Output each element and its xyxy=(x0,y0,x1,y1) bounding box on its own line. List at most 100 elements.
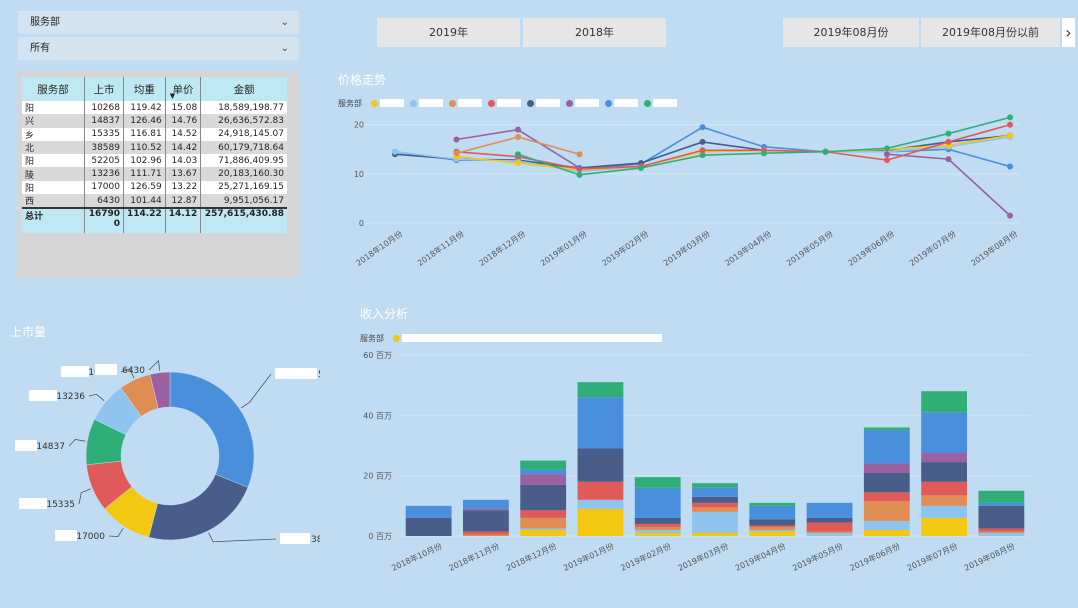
bar-segment xyxy=(692,511,738,533)
slice-label: 52205 xyxy=(318,370,320,380)
table-cell-amount: 9,951,056.17 xyxy=(200,194,287,209)
y-tick-label: 20 百万 xyxy=(363,472,392,481)
bar-segment xyxy=(634,477,681,488)
redacted-legend xyxy=(535,99,560,107)
bar-segment xyxy=(806,531,853,533)
bar-segment xyxy=(921,462,967,482)
table-row[interactable]: 兴 14837 126.46 14.76 26,636,572.83 xyxy=(22,114,287,128)
data-point xyxy=(453,136,460,143)
table-cell-name: 阳 xyxy=(22,154,85,168)
table-row[interactable]: 阳 10268 119.42 15.08 18,589,198.77 xyxy=(22,101,287,115)
data-point xyxy=(515,160,521,167)
next-page-button[interactable]: › xyxy=(1062,18,1075,47)
data-point xyxy=(945,156,952,163)
department-slicer[interactable]: 服务部 ⌄ xyxy=(18,11,299,34)
x-tick-label: 2019年07月份 xyxy=(907,228,957,267)
listed-volume-donut: 522053858917000153351483713236102686430 xyxy=(15,359,320,545)
donut-slice xyxy=(169,371,255,488)
bar-segment xyxy=(577,397,624,449)
data-point xyxy=(453,150,460,157)
legend-label: 服务部 xyxy=(338,99,362,108)
x-tick-label: 2019年03月份 xyxy=(661,228,711,267)
table-cell-unit-price: 14.03 xyxy=(165,154,202,168)
x-tick-label: 2018年11月份 xyxy=(447,541,501,573)
bar-segment xyxy=(634,532,681,536)
redacted-legend xyxy=(379,99,404,107)
slice-label: 17000 xyxy=(76,532,105,542)
series-line xyxy=(456,136,580,155)
table-row[interactable]: 陵 13236 111.71 13.67 20,183,160.30 xyxy=(22,167,287,181)
table-cell-unit-price: 14.76 xyxy=(165,114,202,128)
total-cell-listed: 16790 0 xyxy=(84,207,124,234)
table-row[interactable]: 北 38589 110.52 14.42 60,179,718.64 xyxy=(22,140,287,155)
redacted-label xyxy=(61,366,89,377)
redacted-label xyxy=(275,368,317,379)
redacted-legend xyxy=(613,99,638,107)
bar-segment xyxy=(692,496,738,503)
column-header[interactable]: 均重 xyxy=(123,77,166,101)
table-row[interactable]: 阳 52205 102.96 14.03 71,886,409.95 xyxy=(22,154,287,168)
x-tick-label: 2019年02月份 xyxy=(600,228,650,267)
bar-segment xyxy=(749,519,796,526)
slice-label: 6430 xyxy=(122,366,145,376)
bar-segment xyxy=(577,382,624,398)
data-point xyxy=(515,134,521,141)
slice-label: 14837 xyxy=(36,442,65,452)
data-point xyxy=(884,145,890,152)
bar-segment xyxy=(749,529,796,532)
redacted-legend xyxy=(401,334,662,342)
chevron-down-icon[interactable]: ⌄ xyxy=(280,17,289,28)
table-cell-amount: 60,179,718.64 xyxy=(200,140,287,155)
data-point xyxy=(822,148,829,155)
month-before-button[interactable]: 2019年08月份以前 xyxy=(921,18,1060,47)
month-current-button[interactable]: 2019年08月份 xyxy=(783,18,919,47)
data-point xyxy=(576,151,583,158)
bar-segment xyxy=(520,484,567,511)
x-tick-label: 2019年02月份 xyxy=(619,541,673,573)
table-row[interactable]: 西 6430 101.44 12.87 9,951,056.17 xyxy=(22,194,287,209)
data-point xyxy=(945,138,952,145)
table-cell-avg-weight: 126.46 xyxy=(123,114,166,128)
leader-line xyxy=(88,393,105,402)
y-tick-label: 60 百万 xyxy=(363,351,392,360)
redacted-legend xyxy=(457,99,482,107)
chevron-down-icon[interactable]: ⌄ xyxy=(280,43,289,54)
column-header[interactable]: 服务部 xyxy=(22,77,85,101)
department-filter-dropdown[interactable]: 所有 ⌄ xyxy=(18,37,299,60)
bar-segment xyxy=(634,517,681,524)
data-point xyxy=(884,157,890,164)
bar-segment xyxy=(921,495,967,506)
table-cell-avg-weight: 119.42 xyxy=(123,101,166,115)
x-tick-label: 2019年01月份 xyxy=(538,228,588,267)
table-row[interactable]: 乡 15335 116.81 14.52 24,918,145.07 xyxy=(22,127,287,141)
bar-segment xyxy=(520,529,567,536)
table-cell-listed: 10268 xyxy=(84,101,124,115)
table-cell-amount: 24,918,145.07 xyxy=(218,129,284,140)
data-point xyxy=(699,124,706,131)
table-cell-amount: 25,271,169.15 xyxy=(218,182,284,193)
total-cell-unit-price: 14.12 xyxy=(165,207,202,234)
bar-segment xyxy=(692,502,738,508)
table-cell-unit-price: 14.52 xyxy=(165,127,202,141)
data-point xyxy=(884,151,890,158)
bar-segment xyxy=(634,529,681,533)
table-cell-name: 阳 xyxy=(22,101,85,115)
year-2018-button[interactable]: 2018年 xyxy=(523,18,666,47)
y-tick-label: 0 xyxy=(359,219,364,228)
table-cell-name: 北 xyxy=(22,140,85,155)
column-header-sorted[interactable]: 单价 ▼ xyxy=(165,77,202,101)
bar-segment xyxy=(520,528,567,530)
bar-segment xyxy=(978,490,1025,503)
column-header[interactable]: 金额 xyxy=(200,77,287,101)
bar-segment xyxy=(405,517,452,536)
column-header[interactable]: 上市 xyxy=(84,77,124,101)
x-tick-label: 2018年10月份 xyxy=(354,228,404,267)
year-2019-button[interactable]: 2019年 xyxy=(377,18,520,47)
table-cell-name: 兴 xyxy=(22,114,85,128)
department-slicer-label: 服务部 xyxy=(30,17,60,28)
table-row[interactable]: 阳 17000 126.59 13.22 25,271,169.15 xyxy=(22,180,287,195)
total-cell-amount: 257,615,430.88 xyxy=(200,207,287,234)
bar-segment xyxy=(463,534,509,536)
column-header-label: 单价 xyxy=(172,83,194,96)
